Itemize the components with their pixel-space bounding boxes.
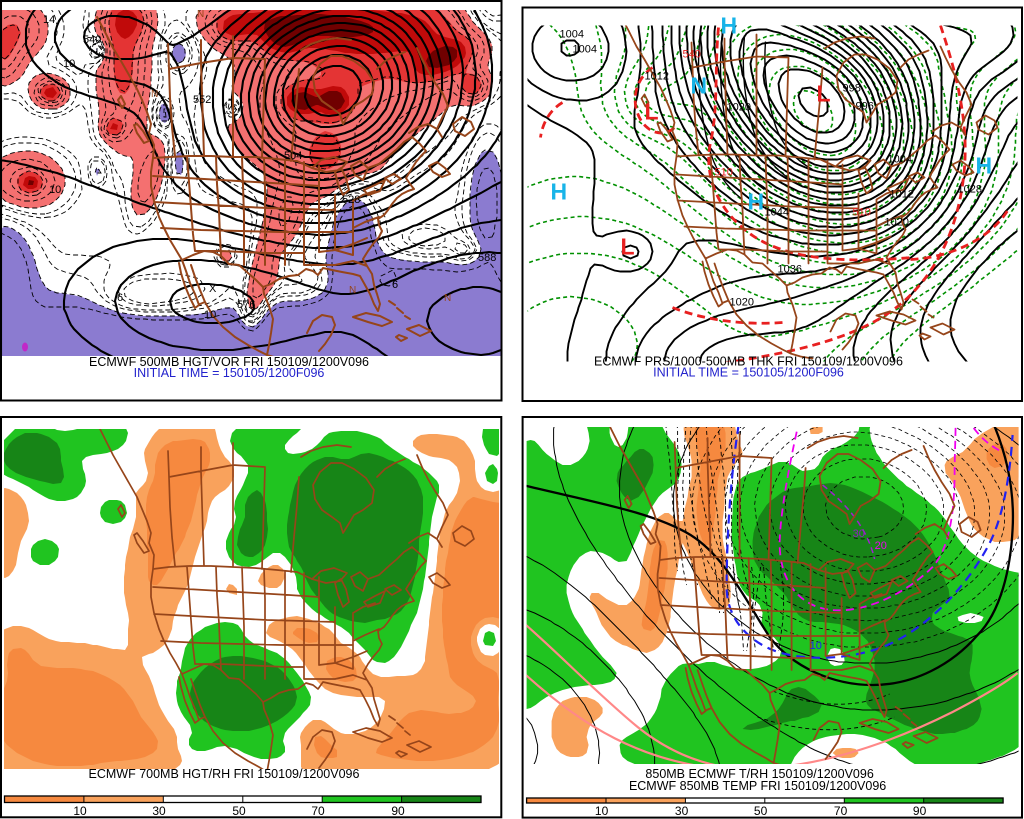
svg-text:510: 510	[853, 207, 871, 219]
svg-text:X: X	[209, 283, 217, 295]
svg-text:1020: 1020	[730, 297, 754, 309]
svg-text:INITIAL TIME = 150105/1200F096: INITIAL TIME = 150105/1200F096	[653, 366, 844, 380]
svg-text:850MB ECMWF T/RH 150109/1200V0: 850MB ECMWF T/RH 150109/1200V096	[645, 767, 873, 781]
svg-text:90: 90	[913, 804, 927, 818]
svg-text:ECMWF 700MB HGT/RH FRI 150109/: ECMWF 700MB HGT/RH FRI 150109/1200V096	[89, 767, 360, 781]
svg-text:10: 10	[595, 804, 609, 818]
svg-text:528: 528	[342, 194, 360, 206]
svg-text:L: L	[645, 99, 659, 125]
svg-text:1004: 1004	[560, 29, 584, 41]
svg-text:1044: 1044	[765, 207, 789, 219]
svg-text:1012: 1012	[645, 71, 669, 83]
svg-text:N: N	[444, 293, 451, 304]
svg-text:1020: 1020	[727, 102, 751, 114]
svg-text:6: 6	[392, 279, 398, 291]
svg-text:552: 552	[193, 94, 211, 106]
svg-text:1004: 1004	[888, 154, 912, 166]
svg-text:H: H	[976, 153, 993, 179]
svg-text:1004: 1004	[573, 44, 597, 56]
svg-text:998: 998	[843, 83, 861, 95]
svg-text:540: 540	[683, 49, 701, 61]
svg-text:N: N	[349, 285, 356, 296]
svg-text:H: H	[551, 179, 568, 205]
svg-text:1012: 1012	[890, 189, 914, 201]
svg-text:N: N	[151, 89, 158, 100]
svg-text:30: 30	[675, 804, 689, 818]
svg-text:540: 540	[83, 34, 101, 46]
svg-text:510: 510	[715, 167, 733, 179]
svg-text:ECMWF 500MB HGT/VOR FRI 150109: ECMWF 500MB HGT/VOR FRI 150109/1200V096	[89, 355, 369, 369]
svg-text:10: 10	[49, 184, 61, 196]
svg-text:90: 90	[391, 804, 405, 818]
svg-text:10: 10	[204, 309, 216, 321]
svg-text:504: 504	[284, 150, 302, 162]
svg-text:30: 30	[853, 528, 865, 540]
svg-text:14: 14	[43, 14, 55, 26]
svg-text:H: H	[748, 189, 765, 215]
svg-text:50: 50	[232, 804, 246, 818]
svg-text:H: H	[721, 13, 738, 39]
svg-text:70: 70	[834, 804, 848, 818]
svg-text:10: 10	[810, 640, 822, 652]
svg-text:1028: 1028	[958, 184, 982, 196]
svg-text:N: N	[691, 73, 708, 99]
svg-text:L: L	[621, 234, 635, 260]
svg-text:588: 588	[478, 252, 496, 264]
svg-text:ECMWF PRS/1000-500MB THK FRI 1: ECMWF PRS/1000-500MB THK FRI 150109/1200…	[594, 355, 903, 369]
svg-text:70: 70	[311, 804, 325, 818]
svg-text:1036: 1036	[778, 264, 802, 276]
svg-text:10: 10	[73, 804, 87, 818]
svg-text:L: L	[817, 81, 831, 107]
svg-text:576: 576	[237, 299, 255, 311]
svg-text:1020: 1020	[885, 217, 909, 229]
svg-text:20: 20	[875, 540, 887, 552]
svg-text:10: 10	[63, 58, 75, 70]
svg-text:ECMWF 850MB TEMP FRI 150109/12: ECMWF 850MB TEMP FRI 150109/1200V096	[629, 779, 886, 793]
svg-text:996: 996	[856, 101, 874, 113]
svg-text:N: N	[197, 9, 204, 20]
svg-text:50: 50	[754, 804, 768, 818]
svg-text:INITIAL TIME = 150105/1200F096: INITIAL TIME = 150105/1200F096	[134, 366, 325, 380]
svg-text:30: 30	[152, 804, 166, 818]
svg-text:6: 6	[117, 292, 123, 304]
